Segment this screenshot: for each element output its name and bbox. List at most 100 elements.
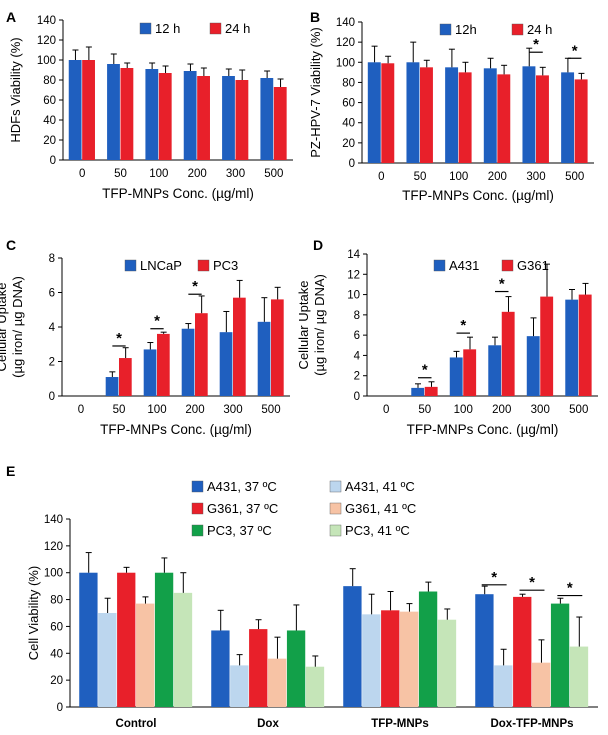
panel-label: C: [6, 237, 16, 253]
legend-swatch: [191, 524, 204, 537]
bar: [400, 611, 419, 707]
y-axis-label-line: Cellular Uptake: [0, 283, 9, 372]
bar: [522, 66, 536, 163]
y-tick-label: 0: [349, 158, 355, 170]
x-tick-label: 50: [418, 404, 431, 416]
y-axis-label: Cell Viability (%): [26, 566, 41, 660]
legend-swatch: [511, 23, 524, 36]
significance-star: *: [460, 317, 466, 334]
bar: [411, 387, 425, 396]
legend-label: 12 h: [155, 21, 180, 36]
y-tick-label: 10: [347, 290, 360, 302]
x-tick-label: 300: [526, 171, 545, 183]
bar: [497, 74, 511, 163]
panel-label: B: [310, 9, 320, 25]
bar: [305, 666, 325, 707]
legend-label: PC3, 41 ºC: [345, 523, 410, 538]
bar: [181, 328, 195, 396]
legend-label: G361, 41 ºC: [345, 501, 416, 516]
bar: [381, 63, 395, 163]
panel-label: E: [6, 463, 15, 479]
x-tick-label: 200: [185, 404, 204, 416]
bar: [98, 613, 117, 707]
bar: [119, 358, 132, 396]
bar: [117, 572, 136, 707]
legend-swatch: [329, 480, 342, 493]
panel-label: A: [6, 9, 16, 25]
x-tick-label: 500: [569, 404, 588, 416]
bar: [219, 332, 233, 396]
x-tick-label: 50: [113, 404, 126, 416]
legend-label: 12h: [455, 22, 477, 37]
legend-label: G361, 37 ºC: [207, 501, 278, 516]
legend-label: 24 h: [527, 22, 552, 37]
y-tick-label: 2: [49, 357, 55, 369]
significance-star: *: [116, 330, 122, 347]
panel-label: D: [313, 237, 323, 253]
y-tick-label: 2: [354, 371, 360, 383]
bar: [195, 313, 208, 396]
bar: [367, 62, 381, 163]
legend-swatch: [191, 502, 204, 515]
y-tick-label: 120: [44, 541, 63, 553]
legend-swatch: [439, 23, 452, 36]
bar: [154, 572, 174, 707]
bar: [233, 297, 246, 396]
x-tick-label: 100: [454, 404, 473, 416]
bar: [475, 594, 494, 707]
x-tick-label: 100: [149, 168, 168, 180]
bar: [249, 629, 268, 707]
bar: [420, 67, 433, 163]
legend-label: PC3: [213, 258, 238, 273]
legend: A431, 37 ºC A431, 41 ºC G361, 37 ºC G361, 4…: [191, 479, 416, 538]
bar: [157, 333, 170, 396]
bar: [362, 614, 381, 707]
bar: [286, 630, 306, 707]
y-tick-label: 0: [57, 702, 63, 714]
bar: [381, 610, 400, 707]
legend-swatch: [139, 22, 152, 35]
x-tick-label: 100: [449, 171, 468, 183]
bar: [501, 311, 515, 396]
x-tick-label: 300: [531, 404, 550, 416]
significance-star: *: [572, 42, 578, 59]
y-tick-label: 120: [37, 35, 56, 47]
y-tick-label: 20: [50, 675, 63, 687]
bar: [222, 76, 235, 160]
panel-a: A 0 20 40 60 80 100 120 140 HDFs Viability (%) TFP…: [6, 9, 293, 201]
bar: [120, 68, 134, 160]
bar: [536, 75, 549, 163]
bar: [260, 78, 274, 160]
y-tick-label: 4: [49, 322, 56, 334]
y-axis-label: PZ-HPV-7 Viability (%): [308, 27, 323, 158]
legend-swatch: [209, 22, 222, 35]
y-tick-label: 14: [347, 249, 360, 261]
y-tick-label: 60: [342, 98, 355, 110]
y-tick-label: 80: [342, 77, 355, 89]
bar: [494, 665, 513, 707]
bar: [565, 299, 579, 396]
bar: [183, 71, 197, 160]
bar: [406, 62, 420, 163]
legend: 12 h 24 h: [139, 21, 250, 36]
y-axis-label-line: HDFs Viability (%): [8, 37, 23, 142]
significance-star: *: [491, 569, 497, 586]
legend-swatch: [329, 524, 342, 537]
bar: [273, 87, 287, 160]
bar: [526, 336, 540, 396]
x-tick-label: 300: [223, 404, 242, 416]
significance-star: *: [533, 36, 539, 53]
bar: [173, 592, 193, 707]
x-tick-label: 0: [78, 404, 84, 416]
x-tick-label: 200: [488, 171, 507, 183]
y-axis-label-line: Cell Viability (%): [26, 566, 41, 660]
x-tick-label: 500: [264, 168, 283, 180]
x-tick-label: 0: [383, 404, 389, 416]
legend-label: A431, 37 ºC: [207, 479, 277, 494]
x-tick-label: 50: [414, 171, 427, 183]
panel-e: E 0 20 40 60 80 100 120 140 Cell Viability (%) Con…: [6, 463, 598, 730]
bar: [79, 572, 98, 707]
bar: [483, 68, 497, 163]
bar: [449, 357, 463, 396]
bar: [343, 586, 362, 707]
